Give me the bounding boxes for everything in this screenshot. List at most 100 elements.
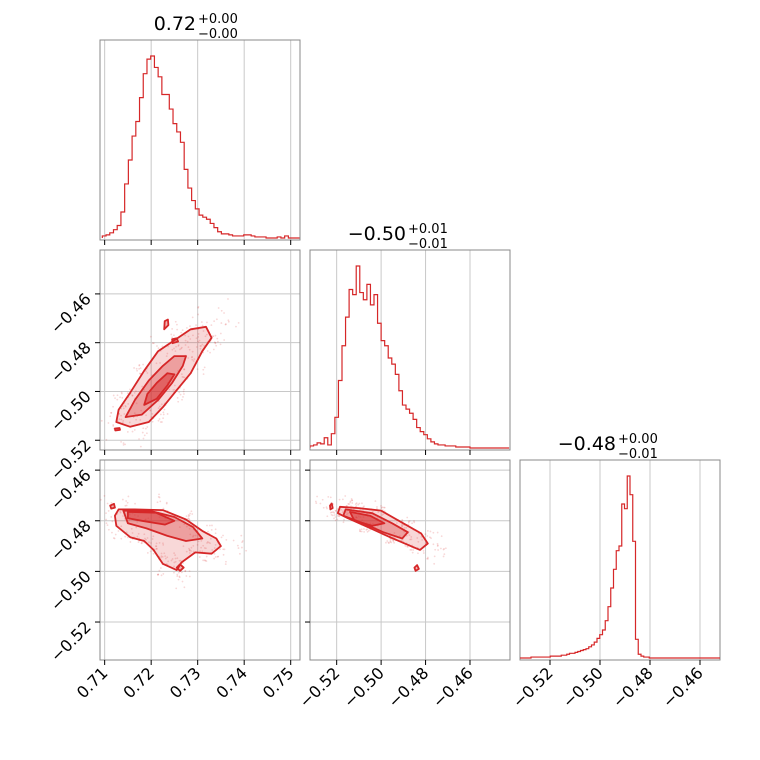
sample-point bbox=[181, 376, 184, 378]
sample-point bbox=[135, 526, 138, 529]
sample-point bbox=[163, 408, 166, 411]
sample-point bbox=[240, 546, 243, 549]
sample-point bbox=[134, 502, 136, 505]
param-title-minus: −0.01 bbox=[618, 447, 658, 462]
sample-point bbox=[348, 503, 351, 505]
sample-point bbox=[109, 415, 112, 418]
sample-point bbox=[183, 388, 185, 391]
sample-point bbox=[138, 438, 140, 440]
sample-point bbox=[155, 548, 158, 550]
sample-point bbox=[213, 557, 216, 560]
sample-point bbox=[186, 517, 189, 520]
sample-point bbox=[160, 574, 163, 577]
sample-point bbox=[173, 334, 175, 337]
sample-point bbox=[158, 405, 161, 408]
sample-point bbox=[190, 546, 193, 549]
sample-point bbox=[110, 516, 113, 518]
sample-point bbox=[381, 506, 384, 509]
sample-point bbox=[359, 528, 361, 531]
sample-point bbox=[238, 552, 241, 555]
sample-point bbox=[195, 324, 197, 327]
sample-point bbox=[192, 334, 194, 337]
sample-point bbox=[178, 576, 181, 579]
axes-frame bbox=[519, 459, 721, 661]
y-tick-label: −0.46 bbox=[47, 289, 95, 337]
sample-point bbox=[87, 508, 89, 510]
contour-island bbox=[109, 502, 116, 510]
sample-point bbox=[405, 534, 408, 537]
sample-point bbox=[232, 539, 235, 542]
sample-point bbox=[219, 332, 222, 335]
sample-point bbox=[214, 341, 217, 344]
sample-point bbox=[121, 405, 124, 408]
sample-point bbox=[210, 324, 213, 327]
sample-point bbox=[434, 548, 437, 551]
histogram-panel-1: 0.72 +0.00−0.00 bbox=[99, 12, 301, 241]
sample-point bbox=[94, 445, 96, 447]
sample-point bbox=[203, 559, 206, 562]
sample-point bbox=[166, 556, 169, 559]
sample-point bbox=[162, 543, 165, 546]
sample-point bbox=[100, 498, 102, 501]
sample-point bbox=[156, 501, 159, 504]
param-title-minus: −0.01 bbox=[408, 237, 448, 252]
sample-point bbox=[176, 323, 178, 326]
sample-point bbox=[157, 573, 159, 576]
sample-point bbox=[417, 552, 419, 555]
sample-point bbox=[219, 548, 221, 551]
sample-point bbox=[166, 352, 169, 355]
sample-point bbox=[358, 502, 361, 505]
sample-point bbox=[191, 358, 194, 361]
sample-point bbox=[205, 560, 208, 563]
sample-point bbox=[427, 557, 429, 560]
sample-point bbox=[406, 516, 409, 519]
sample-point bbox=[335, 509, 337, 512]
sample-point bbox=[401, 525, 403, 527]
sample-point bbox=[183, 368, 186, 371]
sample-point bbox=[125, 500, 128, 502]
sample-point bbox=[205, 333, 208, 336]
sample-point bbox=[363, 530, 365, 533]
sample-point bbox=[141, 385, 144, 388]
sample-point bbox=[103, 495, 106, 497]
sample-point bbox=[338, 514, 341, 517]
sample-point bbox=[432, 543, 435, 546]
sample-point bbox=[192, 544, 195, 547]
sample-point bbox=[420, 535, 423, 538]
sample-point bbox=[327, 495, 330, 498]
sample-point bbox=[393, 541, 395, 544]
sample-point bbox=[217, 555, 220, 558]
sample-point bbox=[127, 495, 130, 498]
sample-point bbox=[112, 449, 114, 450]
sample-point bbox=[192, 534, 195, 537]
sample-point bbox=[326, 515, 329, 518]
sample-point bbox=[227, 320, 230, 323]
sample-point bbox=[122, 442, 125, 444]
sample-point bbox=[167, 345, 170, 348]
param-title-plus: +0.00 bbox=[198, 12, 238, 27]
axes-frame bbox=[99, 249, 301, 451]
sample-point bbox=[176, 573, 179, 576]
sample-point bbox=[392, 540, 395, 542]
sample-point bbox=[126, 392, 129, 395]
sample-point bbox=[188, 517, 190, 520]
sample-point bbox=[173, 347, 175, 350]
sample-point bbox=[183, 393, 185, 395]
sample-point bbox=[202, 544, 205, 547]
sample-point bbox=[410, 549, 413, 551]
sample-point bbox=[168, 388, 171, 391]
sample-point bbox=[208, 524, 211, 527]
sample-point bbox=[200, 539, 203, 542]
sample-point bbox=[183, 523, 186, 526]
sample-point bbox=[180, 331, 183, 334]
sample-point bbox=[116, 398, 119, 401]
sample-point bbox=[185, 525, 188, 528]
sample-point bbox=[159, 413, 162, 416]
sample-point bbox=[105, 522, 108, 525]
sample-point bbox=[437, 549, 440, 551]
sample-point bbox=[209, 351, 211, 354]
sample-point bbox=[162, 413, 165, 416]
sample-point bbox=[171, 327, 174, 330]
sample-point bbox=[151, 420, 154, 423]
